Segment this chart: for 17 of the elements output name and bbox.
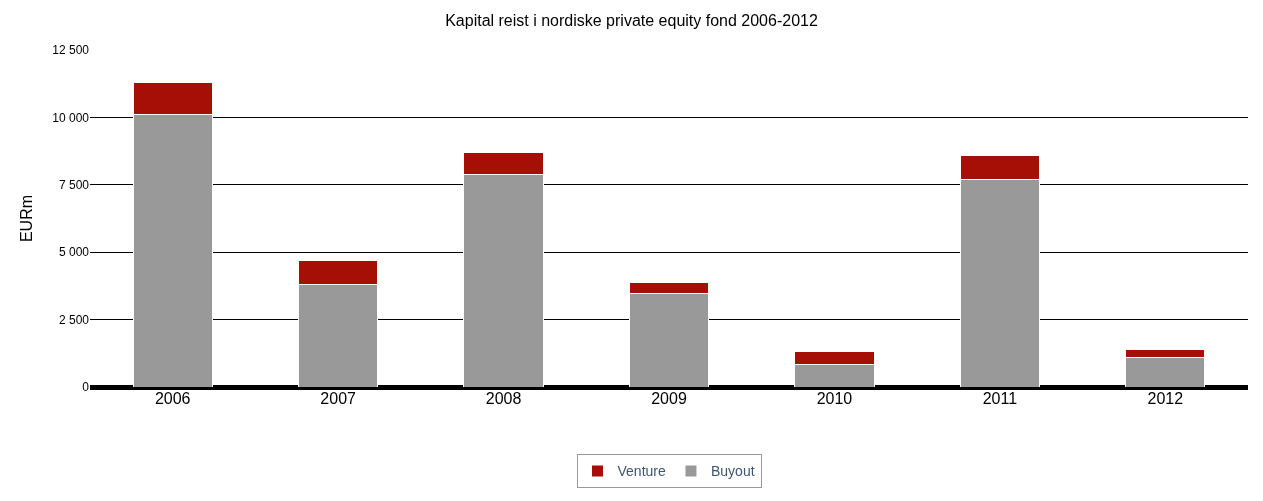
x-tick-label: 2007 [320, 390, 357, 407]
x-tick-label: 2010 [816, 390, 853, 407]
y-tick-label: 0 [82, 380, 90, 395]
legend-label: Buyout [710, 463, 755, 480]
chart-title: Kapital reist i nordiske private equity fond 2006-2012 [445, 12, 818, 30]
y-axis-title: EURm [18, 194, 36, 243]
x-tick-label: 2011 [982, 390, 1018, 407]
y-tick-label: 7 500 [58, 178, 90, 192]
legend-label: Venture [617, 463, 666, 480]
x-tick-label: 2006 [154, 390, 191, 407]
x-tick-label: 2009 [651, 390, 687, 407]
y-tick-label: 10 000 [52, 110, 90, 125]
y-tick-label: 5 000 [58, 245, 90, 260]
y-tick-label: 12 500 [52, 43, 90, 58]
x-tick-label: 2008 [485, 390, 522, 407]
x-tick-label: 2012 [1147, 390, 1184, 407]
y-tick-label: 2 500 [58, 312, 90, 327]
